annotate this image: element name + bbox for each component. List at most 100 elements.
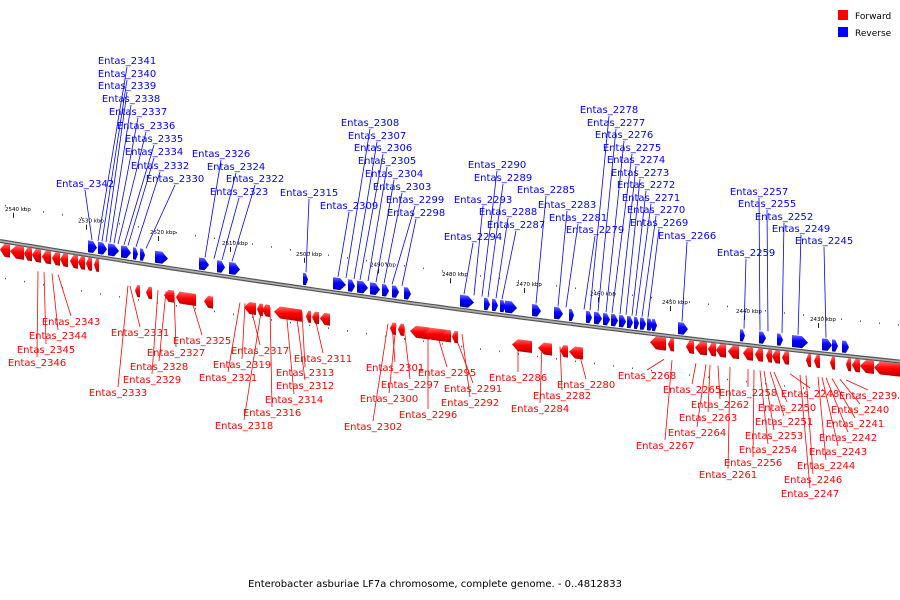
scale-dot	[556, 358, 557, 360]
reverse-gene-arrow	[640, 317, 646, 330]
scale-dot	[841, 391, 842, 393]
backbone-highlight	[0, 240, 900, 363]
scale-dot	[195, 307, 196, 310]
reverse-gene-arrow	[500, 299, 506, 313]
gene-leader-line	[231, 184, 256, 262]
scale-dot	[632, 294, 633, 296]
gene-leader-line	[759, 370, 769, 445]
forward-gene-arrow	[398, 323, 404, 336]
gene-leader-line	[766, 209, 769, 332]
scale-tick-label: 2450 kbp	[662, 300, 688, 306]
gene-leader-line	[839, 379, 861, 405]
scale-dot	[480, 275, 481, 277]
legend-forward-label: Forward	[855, 12, 891, 22]
scale-dot	[157, 229, 158, 231]
gene-leader-line	[647, 228, 660, 318]
forward-gene-arrow	[846, 358, 851, 372]
gene-leader-line	[135, 171, 161, 247]
gene-leader-line	[717, 365, 721, 400]
gene-leader-line	[372, 323, 389, 422]
scale-dot	[803, 314, 804, 316]
gene-leader-line	[127, 157, 155, 246]
gene-label: Entas_2270	[627, 205, 685, 216]
legend-forward-swatch	[838, 10, 848, 20]
gene-label: Entas_2344	[29, 331, 87, 342]
gene-label: Entas_2256	[724, 458, 782, 469]
scale-dot	[803, 387, 804, 389]
gene-label: Entas_2282	[533, 391, 591, 402]
gene-leader-line	[113, 117, 139, 244]
gene-label: Entas_2271	[622, 193, 680, 204]
gene-label: Entas_2337	[109, 107, 167, 118]
gene-label: Entas_2302	[344, 422, 402, 433]
gene-leader-line	[589, 115, 610, 311]
scale-dot	[43, 211, 44, 213]
scale-dot	[575, 360, 576, 362]
scale-dot	[784, 385, 785, 387]
forward-gene-arrow	[782, 351, 789, 365]
legend: Forward Reverse	[838, 10, 892, 39]
gene-leader-line	[241, 303, 246, 360]
gene-leader-line	[664, 360, 673, 441]
scale-dot	[442, 270, 443, 272]
scale-tick-mark	[524, 288, 525, 293]
gene-leader-line	[359, 153, 384, 281]
gene-label: Entas_2318	[215, 421, 273, 432]
forward-gene-arrow	[874, 361, 900, 377]
gene-leader-line	[221, 197, 240, 261]
scale-dot	[157, 302, 158, 304]
gene-leader-line	[821, 377, 839, 447]
gene-label: Entas_2274	[607, 155, 665, 166]
reverse-gene-arrow	[594, 311, 602, 325]
forward-gene-arrow	[60, 253, 68, 268]
scale-tick-mark	[158, 236, 159, 241]
scale-tick-mark	[13, 212, 14, 218]
forward-gene-arrow	[443, 329, 451, 343]
gene-leader-line	[345, 128, 371, 279]
scale-dot	[442, 343, 443, 345]
gene-label: Entas_2254	[739, 445, 797, 456]
scale-tick-label: 2490 kbp	[370, 262, 396, 268]
scale-tick-label: 2520 kbp	[150, 230, 176, 236]
forward-gene-arrow	[814, 354, 820, 369]
gene-leader-line	[173, 292, 177, 348]
gene-label: Entas_2259	[717, 248, 775, 259]
reverse-gene-arrow	[532, 304, 541, 317]
scale-dot	[613, 365, 614, 367]
scale-dot	[898, 397, 899, 399]
scale-dot	[860, 320, 861, 322]
reverse-gene-arrow	[652, 318, 657, 332]
scale-tick-label: 2430 kbp	[810, 317, 836, 323]
gene-leader-line	[696, 364, 707, 428]
gene-label: Entas_2273	[611, 168, 669, 179]
gene-leader-line	[117, 285, 129, 388]
reverse-gene-arrow	[777, 333, 783, 346]
scale-dot	[423, 340, 424, 343]
forward-gene-arrow	[569, 346, 583, 360]
reverse-gene-arrow	[133, 247, 138, 260]
reverse-gene-arrow	[155, 250, 168, 264]
scale-dot	[556, 285, 557, 287]
gene-label: Entas_2331	[111, 328, 169, 339]
gene-leader-line	[681, 241, 688, 322]
scale-tick-label: 2510 kbp	[222, 241, 248, 247]
gene-label: Entas_2240	[831, 405, 889, 416]
scale-dot	[5, 204, 6, 207]
gene-leader-line	[388, 324, 397, 394]
gene-leader-line	[539, 344, 543, 404]
gene-leader-line	[337, 211, 350, 277]
reverse-gene-arrow	[108, 243, 119, 257]
forward-gene-arrow	[772, 350, 780, 364]
reverse-gene-arrow	[484, 297, 490, 311]
gene-leader-line	[557, 210, 568, 307]
scale-dot	[746, 307, 747, 310]
forward-gene-arrow	[274, 306, 302, 322]
gene-leader-line	[845, 379, 869, 391]
scale-dot	[575, 287, 576, 289]
gene-leader-line	[117, 131, 147, 245]
gene-leader-line	[597, 128, 617, 312]
forward-gene-arrow	[24, 247, 32, 262]
gene-leader-line	[769, 371, 785, 417]
gene-leader-line	[158, 291, 167, 362]
